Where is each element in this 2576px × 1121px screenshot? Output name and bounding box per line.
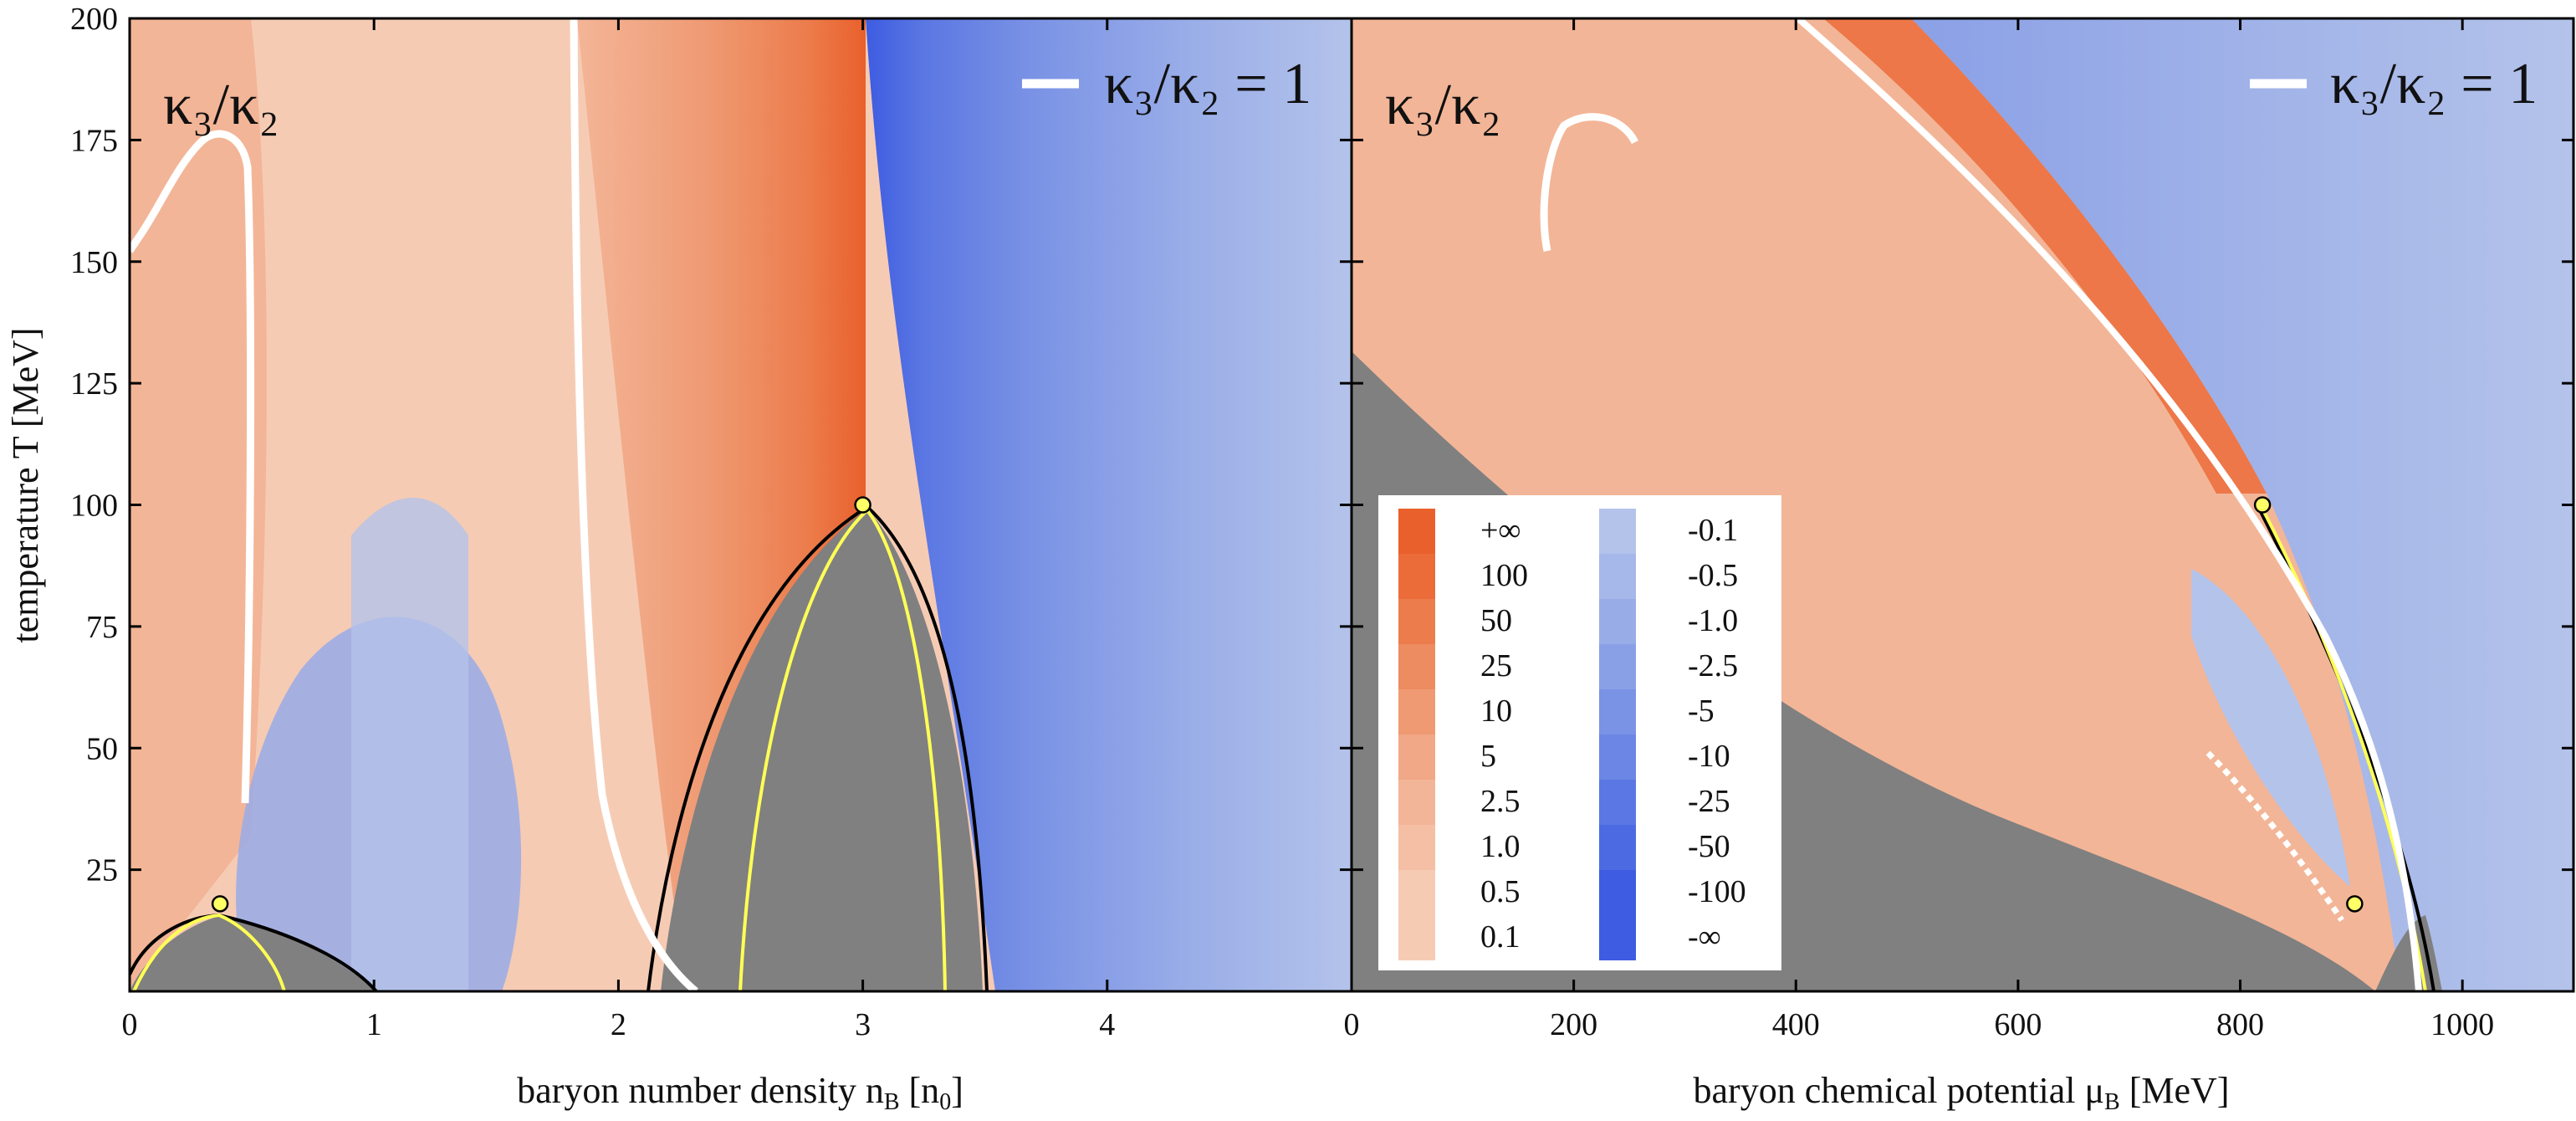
right-x-tick-label: 600	[1994, 1007, 2042, 1042]
right-region-light-blue-lobe	[2191, 569, 2350, 887]
colorbar-swatch-negative	[1599, 554, 1636, 599]
y-tick-label: 150	[70, 245, 118, 280]
colorbar-legend: +∞ 100 50 25 10 5 2.5 1.0 0.5 0.1 -0.1 -0.5 -1.0 -2.…	[1378, 495, 1781, 970]
y-tick-label: 200	[70, 2, 118, 37]
colorbar-swatch-positive	[1398, 644, 1435, 689]
colorbar-swatch-positive	[1398, 554, 1435, 599]
left-region-gray-large	[661, 509, 983, 991]
colorbar-swatch-positive	[1398, 689, 1435, 735]
y-tick-label: 125	[70, 366, 118, 402]
y-tick-label: 50	[86, 731, 118, 766]
right-region-gray-tail	[2375, 915, 2442, 991]
colorbar-label-negative: -2.5	[1688, 648, 1738, 683]
colorbar-label-negative: -10	[1688, 739, 1730, 774]
colorbar-swatch-negative	[1599, 870, 1636, 915]
left-unit-ratio-contour-2	[570, 18, 698, 991]
right-critical-point	[2346, 895, 2364, 913]
right-kappa-label: κ₃/κ₂	[1385, 73, 1501, 137]
right-y-ticks	[1352, 17, 2573, 872]
colorbar-label-positive: 1.0	[1480, 829, 1521, 864]
right-critical-points	[2253, 496, 2364, 913]
colorbar-swatch-negative	[1599, 825, 1636, 870]
left-region-orange-low	[130, 18, 267, 991]
colorbar-swatch-positive	[1398, 825, 1435, 870]
left-x-ticks: 0 1 2 3 4	[122, 18, 1115, 1042]
right-x-axis-label: baryon chemical potential μB [MeV]	[1694, 1070, 2230, 1115]
right-unit-ratio-contour-inner	[1540, 113, 1639, 252]
left-critical-point	[854, 496, 871, 514]
left-x-axis-label: baryon number density nB [n0]	[517, 1070, 963, 1115]
colorbar-swatch-positive	[1398, 915, 1435, 960]
colorbar-swatch-negative	[1599, 509, 1636, 554]
colorbar-label-negative: -0.5	[1688, 558, 1738, 593]
colorbar-swatch-negative	[1599, 780, 1636, 825]
left-x-tick-label: 4	[1099, 1007, 1115, 1042]
left-region-blue-right	[866, 18, 1352, 991]
colorbar-swatch-positive	[1398, 509, 1435, 554]
colorbar-label-positive: 50	[1480, 603, 1512, 638]
colorbar-negative: -0.1 -0.5 -1.0 -2.5 -5 -10 -25 -50 -100 -∞	[1599, 509, 1746, 960]
colorbar-swatch-positive	[1398, 599, 1435, 644]
right-legend-text: κ₃/κ₂ = 1	[2330, 52, 2538, 116]
left-unit-ratio-contour-1	[130, 130, 255, 804]
colorbar-label-positive: 100	[1480, 558, 1528, 593]
colorbar-label-positive: 5	[1480, 739, 1496, 774]
right-unit-ratio-contour-lower	[2205, 750, 2344, 922]
left-y-ticks: 25 50 75 100 125 150 175 200	[70, 2, 1352, 888]
left-x-tick-label: 3	[855, 1007, 871, 1042]
colorbar-label-negative: -50	[1688, 829, 1730, 864]
right-unit-ratio-contour-outer	[1796, 18, 2422, 991]
colorbar-label-positive: 10	[1480, 694, 1512, 729]
right-x-tick-label: 200	[1550, 1007, 1597, 1042]
left-x-tick-label: 1	[366, 1007, 382, 1042]
left-x-tick-label: 0	[122, 1007, 138, 1042]
colorbar-swatch-negative	[1599, 689, 1636, 735]
colorbar-swatch-positive	[1398, 735, 1435, 780]
colorbar-label-negative: -1.0	[1688, 603, 1738, 638]
right-x-tick-label: 1000	[2430, 1007, 2494, 1042]
colorbar-label-positive: +∞	[1480, 513, 1521, 548]
left-kappa-label: κ₃/κ₂	[163, 73, 279, 137]
y-tick-label: 25	[86, 853, 118, 888]
left-region-blue-lobe-2	[351, 498, 468, 991]
left-critical-points	[211, 496, 871, 913]
right-critical-point	[2253, 496, 2272, 514]
y-axis-label: temperature T [MeV]	[5, 327, 46, 642]
colorbar-label-positive: 0.5	[1480, 874, 1521, 909]
right-x-tick-label: 800	[2216, 1007, 2264, 1042]
colorbar-label-negative: -∞	[1688, 919, 1721, 955]
colorbar-swatch-negative	[1599, 735, 1636, 780]
y-tick-label: 175	[70, 123, 118, 158]
left-legend-text: κ₃/κ₂ = 1	[1104, 52, 1311, 116]
colorbar-swatch-positive	[1398, 870, 1435, 915]
y-tick-label: 75	[86, 610, 118, 645]
colorbar-label-negative: -0.1	[1688, 513, 1738, 548]
colorbar-label-positive: 0.1	[1480, 919, 1521, 955]
left-region-gray-small	[130, 916, 376, 991]
colorbar-label-positive: 2.5	[1480, 784, 1521, 819]
colorbar-label-positive: 25	[1480, 648, 1512, 683]
colorbar-legend-box	[1378, 495, 1781, 970]
left-x-tick-label: 2	[611, 1007, 626, 1042]
colorbar-swatch-positive	[1398, 780, 1435, 825]
right-x-tick-label: 0	[1344, 1007, 1360, 1042]
right-x-tick-label: 400	[1772, 1007, 1820, 1042]
colorbar-swatch-negative	[1599, 644, 1636, 689]
colorbar-label-negative: -100	[1688, 874, 1746, 909]
right-region-orange-dark-band	[1823, 18, 2267, 494]
left-critical-point	[211, 895, 229, 913]
right-x-ticks: 0 200 400 600 800 1000	[1344, 18, 2494, 1042]
colorbar-positive: +∞ 100 50 25 10 5 2.5 1.0 0.5 0.1	[1398, 509, 1528, 960]
colorbar-swatch-negative	[1599, 915, 1636, 960]
colorbar-label-negative: -25	[1688, 784, 1730, 819]
left-panel	[130, 18, 1352, 991]
colorbar-swatch-negative	[1599, 599, 1636, 644]
y-tick-label: 100	[70, 489, 118, 524]
colorbar-label-negative: -5	[1688, 694, 1715, 729]
left-binodal-curve-small	[132, 913, 286, 991]
